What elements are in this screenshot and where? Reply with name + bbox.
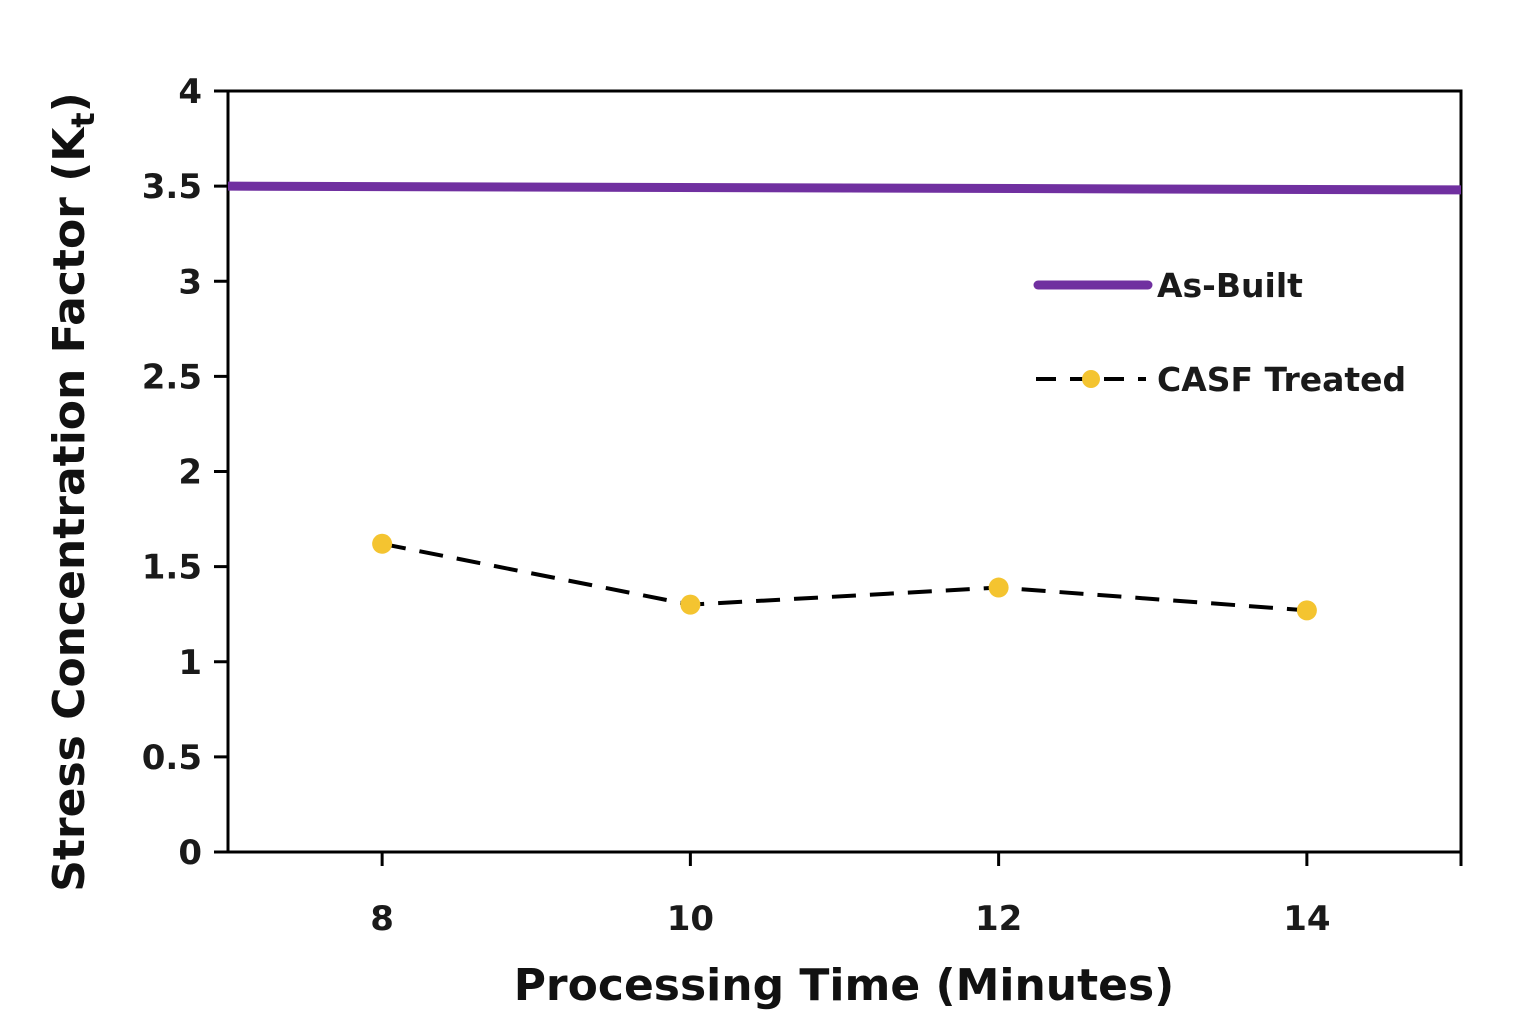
y-axis-title-close: ) <box>44 92 95 112</box>
y-axis-title-main: Stress Concentration Factor (K <box>44 126 95 892</box>
x-tick-label: 12 <box>975 899 1022 939</box>
casf-treated-point <box>988 577 1009 598</box>
y-tick-label: 1 <box>178 643 202 683</box>
y-axis-title-subscript: t <box>64 112 102 127</box>
plot-area-frame <box>226 89 1463 854</box>
x-tick-label: 8 <box>370 899 394 939</box>
legend-as-built-label: As-Built <box>1157 266 1303 305</box>
series <box>227 181 1462 621</box>
axes <box>226 89 1463 854</box>
y-tick-labels: 0 0.5 1 1.5 2 2.5 3 3.5 4 <box>142 72 202 873</box>
legend-casf-marker <box>1082 370 1100 388</box>
x-tick-label: 14 <box>1283 899 1330 939</box>
y-tick-label: 2 <box>178 453 202 493</box>
y-tick-label: 3.5 <box>142 167 202 207</box>
casf-treated-point <box>1296 600 1317 621</box>
y-tick-label: 2.5 <box>142 357 202 397</box>
y-tick-label: 4 <box>178 72 202 112</box>
legend: As-Built CASF Treated <box>1033 266 1406 399</box>
casf-treated-point <box>680 594 701 615</box>
y-tick-label: 0.5 <box>142 738 202 778</box>
x-axis-title: Processing Time (Minutes) <box>514 960 1175 1011</box>
tick-marks <box>214 89 1463 866</box>
x-tick-label: 10 <box>667 899 714 939</box>
y-tick-label: 0 <box>178 833 202 873</box>
y-axis-title: Stress Concentration Factor (Kt) <box>44 92 102 892</box>
y-tick-label: 3 <box>178 262 202 302</box>
legend-casf-label: CASF Treated <box>1157 360 1406 399</box>
as-built-line <box>227 181 1462 195</box>
x-tick-labels: 8 10 12 14 <box>370 899 1330 939</box>
casf-treated-line <box>381 541 1308 613</box>
casf-treated-point <box>372 533 393 554</box>
y-tick-label: 1.5 <box>142 548 202 588</box>
